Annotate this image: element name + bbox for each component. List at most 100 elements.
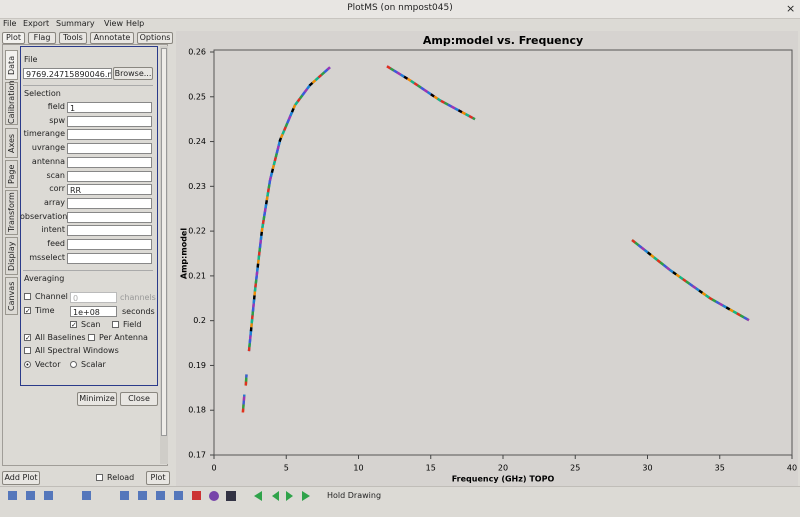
x-tick-label: 10 [353, 464, 363, 473]
next-icon[interactable] [286, 491, 293, 501]
curve-color-run [631, 239, 750, 322]
select-icon[interactable] [120, 491, 129, 500]
x-tick-label: 20 [498, 464, 508, 473]
form: Plot Flag Tools Annotate Options Data Calibrat… [0, 0, 173, 517]
scroll-thumb[interactable] [161, 48, 167, 436]
close-button[interactable]: Close [120, 392, 158, 406]
scan-checkbox[interactable]: ✓ [70, 321, 77, 329]
side-tab[interactable]: Data [5, 50, 18, 80]
side-tab[interactable]: Display [5, 237, 18, 275]
toolbar: Hold Drawing [0, 486, 800, 505]
field-input[interactable] [67, 225, 152, 237]
flag-icon[interactable] [192, 491, 201, 500]
curve-color-run [631, 239, 750, 322]
close-window[interactable]: × [786, 2, 796, 15]
top-tab[interactable]: Tools [59, 32, 87, 44]
all-spw-label: All Spectral Windows [35, 346, 119, 355]
y-tick-label: 0.18 [188, 406, 206, 415]
menu-item[interactable]: View [104, 19, 123, 28]
side-tab[interactable]: Axes [5, 128, 18, 158]
curve-color-run [386, 65, 476, 121]
side-tab[interactable]: Canvas [5, 277, 18, 315]
side-tab[interactable]: Page [5, 160, 18, 188]
x-tick-label: 0 [211, 464, 216, 473]
field-input[interactable] [67, 156, 152, 168]
file-input[interactable]: 9769.24715890046.ms [23, 68, 112, 79]
curve-color-run [247, 66, 331, 352]
top-tab[interactable]: Flag [28, 32, 56, 44]
field-input[interactable] [67, 239, 152, 250]
unflag-icon[interactable] [209, 491, 219, 501]
field-input[interactable]: 1 [67, 102, 152, 113]
field-input[interactable] [67, 211, 152, 223]
add-plot-button[interactable]: Add Plot [2, 471, 40, 485]
toolbar-icons [8, 491, 310, 501]
x-tick-label: 25 [570, 464, 580, 473]
x-tick-label: 35 [715, 464, 725, 473]
menu-item[interactable]: Help [126, 19, 145, 28]
time-checkbox[interactable]: ✓ [24, 307, 31, 315]
field-label: timerange [23, 129, 65, 139]
field-input[interactable] [67, 170, 152, 182]
channel-checkbox[interactable] [24, 293, 31, 300]
all-spw-checkbox[interactable] [24, 347, 31, 354]
menu-item[interactable]: File [3, 19, 17, 28]
minimize-button[interactable]: Minimize [77, 392, 117, 406]
curve-color-run [244, 374, 248, 386]
clear-icon[interactable] [156, 491, 165, 500]
curve [386, 65, 476, 121]
curve [244, 374, 248, 386]
all-baselines-checkbox[interactable]: ✓ [24, 334, 31, 342]
first-icon[interactable] [254, 491, 262, 501]
hold-drawing[interactable]: Hold Drawing [327, 491, 382, 500]
browse-button[interactable]: Browse... [113, 67, 153, 80]
y-tick-label: 0.21 [188, 271, 206, 280]
y-tick-label: 0.17 [188, 451, 206, 460]
field-input[interactable] [67, 197, 152, 209]
per-antenna-checkbox[interactable] [88, 334, 95, 341]
last-icon[interactable] [302, 491, 310, 501]
locate-icon[interactable] [174, 491, 183, 500]
curve-line [631, 239, 750, 322]
file-label: File [24, 55, 38, 64]
side-tab[interactable]: Calibration [5, 80, 18, 125]
top-tab[interactable]: Plot [2, 32, 25, 44]
channel-input[interactable]: 0 [70, 292, 117, 303]
field-input[interactable] [67, 143, 152, 155]
scalar-radio[interactable] [70, 361, 77, 368]
curve-color-run [247, 66, 331, 352]
time-input[interactable]: 1e+08 [70, 306, 117, 317]
pan-icon[interactable] [26, 491, 35, 500]
grid-icon[interactable] [226, 491, 236, 501]
y-tick-label: 0.25 [188, 92, 206, 101]
field-input[interactable] [67, 252, 152, 264]
top-tab[interactable]: Options [137, 32, 173, 44]
reload-checkbox[interactable] [96, 474, 103, 481]
prev-icon[interactable] [272, 491, 279, 501]
field-label: antenna [31, 156, 65, 166]
menu-item[interactable]: Export [23, 19, 50, 28]
zoom-icon[interactable] [8, 491, 17, 500]
field-input[interactable] [67, 115, 152, 127]
curve [241, 394, 246, 413]
y-tick-label: 0.19 [188, 361, 206, 370]
curve-color-run [244, 374, 248, 386]
field-label: intent [41, 225, 65, 235]
vector-radio[interactable]: • [24, 361, 31, 369]
selection-label: Selection [24, 89, 61, 98]
averaging-label: Averaging [24, 274, 65, 283]
curve-color-run [247, 66, 331, 352]
plot-button[interactable]: Plot [146, 471, 170, 485]
field-input[interactable]: RR [67, 184, 152, 196]
curve-color-run [631, 239, 750, 322]
menu-item[interactable]: Summary [56, 19, 95, 28]
side-tab[interactable]: Transform [5, 190, 18, 235]
annotate-icon[interactable] [44, 491, 53, 500]
subtract-icon[interactable] [138, 491, 147, 500]
field-input[interactable] [67, 129, 152, 141]
home-icon[interactable] [82, 491, 91, 500]
field-label: scan [46, 170, 65, 180]
top-tab[interactable]: Annotate [90, 32, 134, 44]
field-checkbox[interactable] [112, 321, 119, 328]
